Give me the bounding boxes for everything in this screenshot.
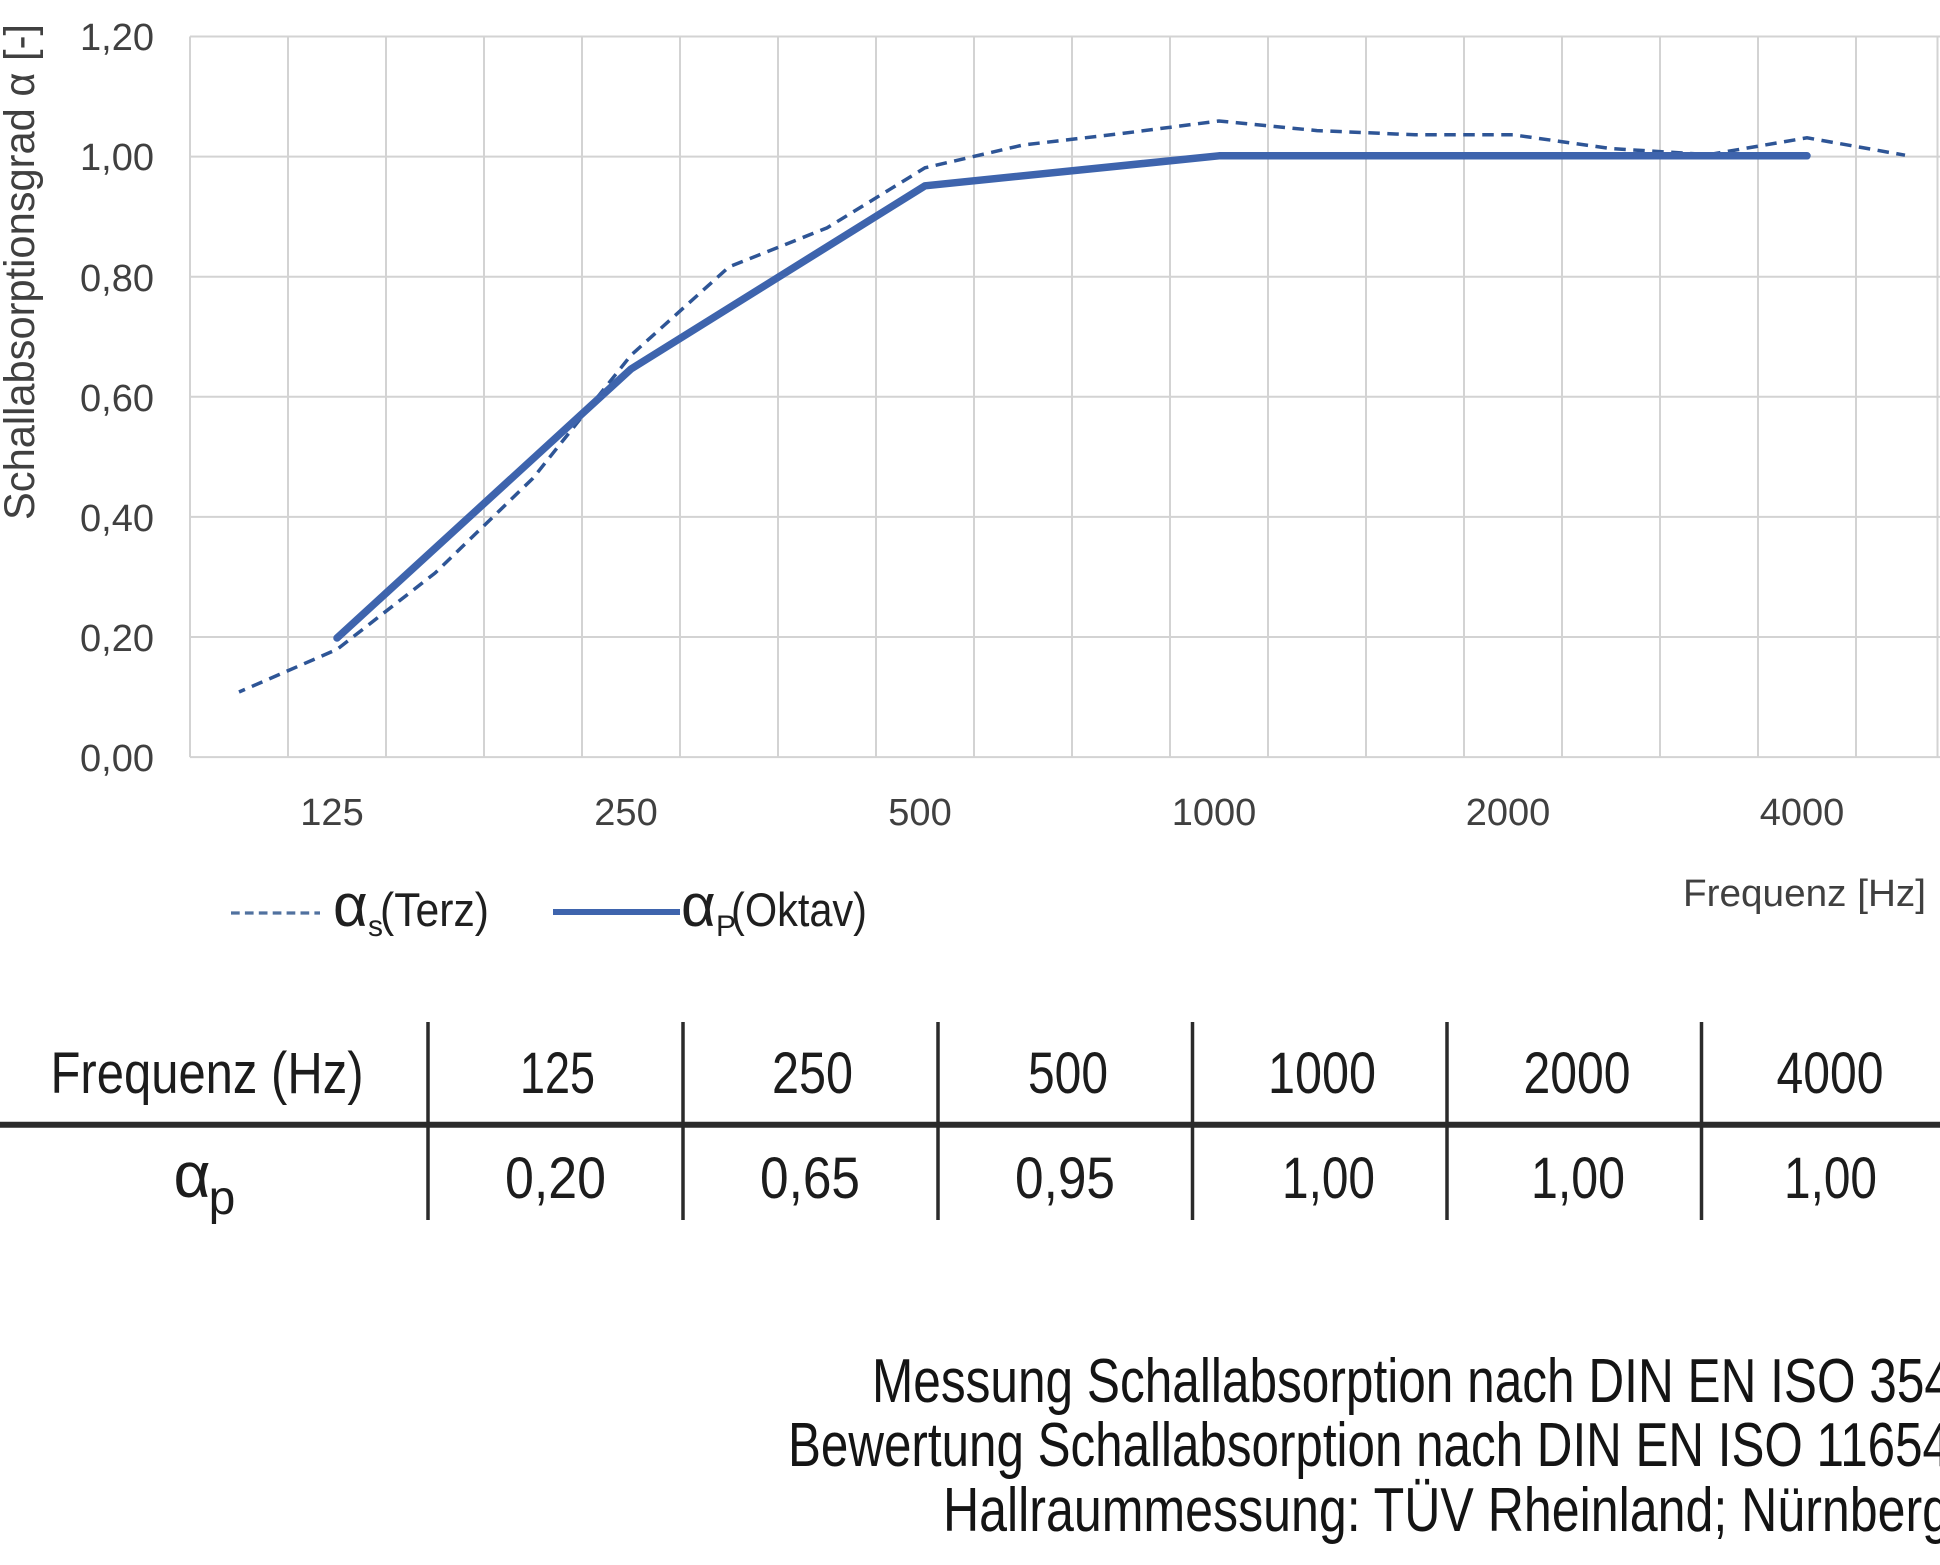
svg-text:0,00: 0,00 [80,738,154,780]
svg-text:α: α [681,872,716,939]
svg-text:500: 500 [888,792,951,834]
svg-text:0,65: 0,65 [760,1146,860,1211]
svg-text:125: 125 [520,1041,595,1106]
svg-text:4000: 4000 [1760,792,1845,834]
svg-text:0,20: 0,20 [505,1146,606,1211]
svg-text:500: 500 [1028,1041,1108,1106]
svg-text:1000: 1000 [1268,1041,1376,1106]
svg-text:Schallabsorptionsgrad α [-]: Schallabsorptionsgrad α [-] [0,24,44,520]
svg-text:Hallraummessung: TÜV Rheinland: Hallraummessung: TÜV Rheinland; Nürnberg [943,1476,1940,1545]
svg-text:α: α [333,872,368,939]
svg-text:Frequenz (Hz): Frequenz (Hz) [51,1041,364,1106]
svg-text:125: 125 [300,792,363,834]
svg-text:P: P [716,910,736,943]
svg-text:0,40: 0,40 [80,498,154,540]
svg-text:0,20: 0,20 [80,618,154,660]
svg-text:0,80: 0,80 [80,258,154,300]
svg-text:2000: 2000 [1466,792,1551,834]
svg-text:1,20: 1,20 [80,17,154,59]
svg-text:1,00: 1,00 [80,137,154,179]
svg-text:4000: 4000 [1777,1041,1884,1106]
svg-text:1,00: 1,00 [1531,1146,1625,1211]
svg-text:0,60: 0,60 [80,378,154,420]
svg-text:0,95: 0,95 [1015,1146,1115,1211]
svg-text:p: p [209,1172,236,1225]
svg-text:2000: 2000 [1524,1041,1631,1106]
svg-text:α: α [174,1139,211,1211]
svg-text:1000: 1000 [1172,792,1257,834]
svg-text:s: s [368,910,383,943]
svg-text:(Terz): (Terz) [380,883,489,936]
svg-text:Bewertung Schallabsorption nac: Bewertung Schallabsorption nach DIN EN I… [788,1411,1940,1480]
svg-text:1,00: 1,00 [1784,1146,1877,1211]
svg-text:(Oktav): (Oktav) [731,883,867,936]
svg-text:Frequenz [Hz]: Frequenz [Hz] [1683,873,1926,915]
svg-text:Messung Schallabsorption nach: Messung Schallabsorption nach DIN EN ISO… [872,1347,1940,1416]
svg-text:250: 250 [594,792,657,834]
svg-text:1,00: 1,00 [1282,1146,1375,1211]
svg-text:250: 250 [772,1041,853,1106]
